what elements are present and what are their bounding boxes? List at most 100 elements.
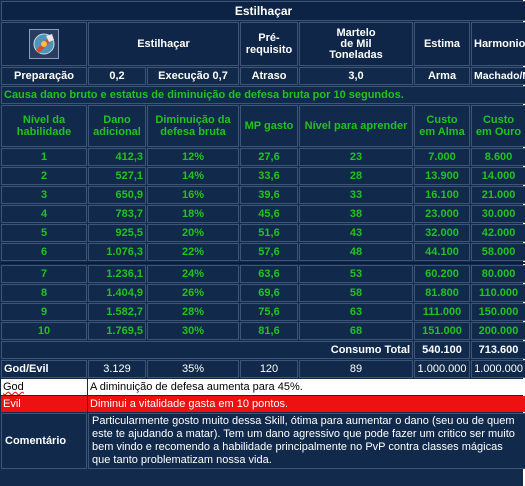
prep-label: Preparação	[1, 67, 87, 85]
table-row: 7 1.236,1 24% 63,6 53 60.200 80.000	[1, 265, 525, 283]
damage-cell: 1.404,9	[88, 284, 146, 302]
soul-cost-cell: 44.100	[414, 243, 470, 261]
mp-cell: 69,6	[240, 284, 298, 302]
mp-cell: 39,6	[240, 186, 298, 204]
stance-label: Estima	[414, 22, 470, 66]
prereq-label: Pré- requisito	[240, 22, 298, 66]
gold-cost-cell: 200.000	[471, 322, 525, 340]
evil-label: Evil	[1, 396, 87, 412]
total-soul: 540.100	[414, 341, 470, 359]
level-cell: 10	[1, 322, 87, 340]
level-cell: 6	[1, 243, 87, 261]
defense-cell: 12%	[147, 148, 239, 166]
defense-cell: 30%	[147, 322, 239, 340]
level-cell: 2	[1, 167, 87, 185]
table-row: 3 650,9 16% 39,6 33 16.100 21.000	[1, 186, 525, 204]
godevil-soul: 1.000.000	[414, 360, 470, 378]
level-cell: 1	[1, 148, 87, 166]
level-rows-7-10: 7 1.236,1 24% 63,6 53 60.200 80.000 8 1.404,9 26%…	[1, 265, 525, 340]
delay-label: Atraso	[240, 67, 298, 85]
soul-cost-cell: 13.900	[414, 167, 470, 185]
level-cell: 8	[1, 284, 87, 302]
weapon-value: Machado/Martelo	[471, 67, 525, 85]
gold-cost-cell: 58.000	[471, 243, 525, 261]
learn-level-cell: 58	[299, 284, 413, 302]
damage-cell: 783,7	[88, 205, 146, 223]
skill-table: Estilhaçar Estilhaçar Pré- requisito Mar…	[1, 1, 525, 469]
defense-cell: 26%	[147, 284, 239, 302]
col-gold-cost: Custo em Ouro	[471, 105, 525, 147]
table-row: 10 1.769,5 30% 81,6 68 151.000 200.000	[1, 322, 525, 340]
total-label: Consumo Total	[1, 341, 413, 359]
comment-label: Comentário	[1, 413, 87, 469]
mp-cell: 57,6	[240, 243, 298, 261]
gold-cost-cell: 14.000	[471, 167, 525, 185]
comment-text: Particularmente gosto muito dessa Skill,…	[88, 413, 525, 469]
soul-cost-cell: 16.100	[414, 186, 470, 204]
table-row: 1 412,3 12% 27,6 23 7.000 8.600	[1, 148, 525, 166]
total-gold: 713.600	[471, 341, 525, 359]
soul-cost-cell: 81.800	[414, 284, 470, 302]
table-row: 5 925,5 20% 51,6 43 32.000 42.000	[1, 224, 525, 242]
skill-description: Causa dano bruto e estatus de diminuição…	[1, 86, 525, 104]
page-title: Estilhaçar	[1, 1, 525, 21]
god-effect: A diminuição de defesa aumenta para 45%.	[88, 379, 525, 395]
gold-cost-cell: 42.000	[471, 224, 525, 242]
learn-level-cell: 63	[299, 303, 413, 321]
learn-level-cell: 28	[299, 167, 413, 185]
mp-cell: 75,6	[240, 303, 298, 321]
learn-level-cell: 23	[299, 148, 413, 166]
soul-cost-cell: 111.000	[414, 303, 470, 321]
defense-cell: 20%	[147, 224, 239, 242]
soul-cost-cell: 32.000	[414, 224, 470, 242]
defense-cell: 18%	[147, 205, 239, 223]
gold-cost-cell: 8.600	[471, 148, 525, 166]
mp-cell: 33,6	[240, 167, 298, 185]
col-mp-cost: MP gasto	[240, 105, 298, 147]
table-row: 8 1.404,9 26% 69,6 58 81.800 110.000	[1, 284, 525, 302]
col-soul-cost: Custo em Alma	[414, 105, 470, 147]
col-extra-damage: Dano adicional	[88, 105, 146, 147]
exec-label: Execução 0,7	[147, 67, 239, 85]
learn-level-cell: 43	[299, 224, 413, 242]
skill-name: Estilhaçar	[88, 22, 239, 66]
godevil-gold: 1.000.000	[471, 360, 525, 378]
godevil-label: God/Evil	[1, 360, 87, 378]
col-learn-level: Nível para aprender	[299, 105, 413, 147]
soul-cost-cell: 7.000	[414, 148, 470, 166]
learn-level-cell: 68	[299, 322, 413, 340]
defense-cell: 14%	[147, 167, 239, 185]
defense-cell: 16%	[147, 186, 239, 204]
godevil-damage: 3.129	[88, 360, 146, 378]
damage-cell: 1.582,7	[88, 303, 146, 321]
soul-cost-cell: 60.200	[414, 265, 470, 283]
prereq-value: Martelo de Mil Toneladas	[299, 22, 413, 66]
gold-cost-cell: 21.000	[471, 186, 525, 204]
gold-cost-cell: 110.000	[471, 284, 525, 302]
damage-cell: 1.236,1	[88, 265, 146, 283]
stance-value: Harmonioso	[471, 22, 525, 66]
godevil-learn: 89	[299, 360, 413, 378]
damage-cell: 1.769,5	[88, 322, 146, 340]
mp-cell: 51,6	[240, 224, 298, 242]
soul-cost-cell: 151.000	[414, 322, 470, 340]
level-cell: 9	[1, 303, 87, 321]
skill-icon-cell	[1, 22, 87, 66]
table-row: 9 1.582,7 28% 75,6 63 111.000 150.000	[1, 303, 525, 321]
mp-cell: 45,6	[240, 205, 298, 223]
table-row: 2 527,1 14% 33,6 28 13.900 14.000	[1, 167, 525, 185]
godevil-defense: 35%	[147, 360, 239, 378]
gold-cost-cell: 150.000	[471, 303, 525, 321]
level-cell: 4	[1, 205, 87, 223]
gold-cost-cell: 80.000	[471, 265, 525, 283]
learn-level-cell: 53	[299, 265, 413, 283]
delay-value: 3,0	[299, 67, 413, 85]
table-row: 4 783,7 18% 45,6 38 23.000 30.000	[1, 205, 525, 223]
col-defense-reduction: Diminuição da defesa bruta	[147, 105, 239, 147]
damage-cell: 1.076,3	[88, 243, 146, 261]
level-cell: 3	[1, 186, 87, 204]
learn-level-cell: 38	[299, 205, 413, 223]
damage-cell: 412,3	[88, 148, 146, 166]
damage-cell: 527,1	[88, 167, 146, 185]
